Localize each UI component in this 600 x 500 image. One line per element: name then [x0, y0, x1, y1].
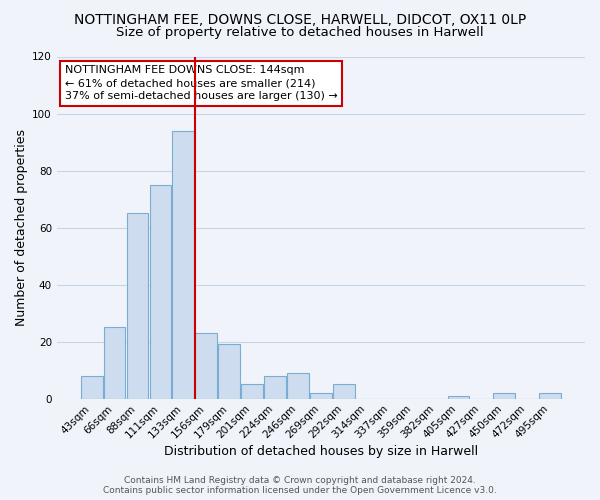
Text: NOTTINGHAM FEE, DOWNS CLOSE, HARWELL, DIDCOT, OX11 0LP: NOTTINGHAM FEE, DOWNS CLOSE, HARWELL, DI… — [74, 12, 526, 26]
Bar — [287, 373, 309, 398]
Text: NOTTINGHAM FEE DOWNS CLOSE: 144sqm
← 61% of detached houses are smaller (214)
37: NOTTINGHAM FEE DOWNS CLOSE: 144sqm ← 61%… — [65, 65, 337, 102]
Bar — [127, 214, 148, 398]
X-axis label: Distribution of detached houses by size in Harwell: Distribution of detached houses by size … — [164, 444, 478, 458]
Text: Contains HM Land Registry data © Crown copyright and database right 2024.
Contai: Contains HM Land Registry data © Crown c… — [103, 476, 497, 495]
Bar — [333, 384, 355, 398]
Bar — [149, 185, 172, 398]
Bar — [218, 344, 240, 399]
Bar — [493, 393, 515, 398]
Bar — [196, 333, 217, 398]
Text: Size of property relative to detached houses in Harwell: Size of property relative to detached ho… — [116, 26, 484, 39]
Bar — [264, 376, 286, 398]
Bar — [539, 393, 561, 398]
Bar — [448, 396, 469, 398]
Bar — [81, 376, 103, 398]
Bar — [104, 328, 125, 398]
Bar — [310, 393, 332, 398]
Y-axis label: Number of detached properties: Number of detached properties — [15, 129, 28, 326]
Bar — [172, 130, 194, 398]
Bar — [241, 384, 263, 398]
